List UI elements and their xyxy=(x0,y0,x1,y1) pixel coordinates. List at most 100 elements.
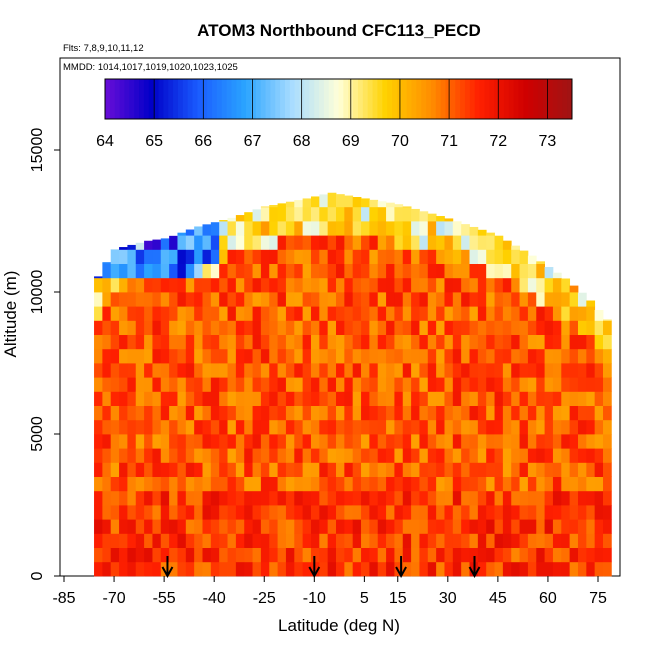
heatmap-cell xyxy=(436,405,445,421)
colorbar-segment xyxy=(148,79,155,119)
heatmap-cell xyxy=(277,391,287,406)
heatmap-cell xyxy=(94,306,103,321)
heatmap-cell xyxy=(285,377,295,392)
heatmap-cell xyxy=(210,377,220,392)
heatmap-cell xyxy=(386,334,395,350)
heatmap-cell xyxy=(594,334,604,350)
heatmap-cell xyxy=(386,405,395,421)
heatmap-cell xyxy=(477,229,487,236)
heatmap-cell xyxy=(152,292,162,307)
heatmap-cell xyxy=(402,363,412,378)
colorbar-segment xyxy=(280,79,286,119)
heatmap-cell xyxy=(411,348,420,364)
heatmap-cell xyxy=(177,235,187,250)
heatmap-cell xyxy=(394,204,404,208)
heatmap-cell xyxy=(102,547,112,563)
heatmap-cell xyxy=(477,462,487,477)
colorbar-segment xyxy=(537,79,544,119)
heatmap-cell xyxy=(511,476,520,492)
heatmap-cell xyxy=(210,405,220,421)
heatmap-cell xyxy=(219,348,228,364)
heatmap-cell xyxy=(361,533,370,548)
heatmap-cell xyxy=(177,419,187,435)
colorbar-segment xyxy=(255,79,262,119)
heatmap-cell xyxy=(369,221,379,236)
heatmap-cell xyxy=(361,306,370,321)
heatmap-cell xyxy=(227,476,237,492)
heatmap-cell xyxy=(427,292,437,307)
heatmap-cell xyxy=(202,363,212,378)
heatmap-cell xyxy=(352,197,362,208)
heatmap-cell xyxy=(452,490,462,506)
colorbar-segment xyxy=(168,79,174,119)
colorbar-segment xyxy=(323,79,330,119)
heatmap-cell xyxy=(436,434,445,449)
heatmap-cell xyxy=(110,519,120,534)
heatmap-cell xyxy=(494,462,504,477)
heatmap-cell xyxy=(427,490,437,506)
heatmap-cell xyxy=(569,405,579,421)
heatmap-cell xyxy=(469,519,479,534)
heatmap-cell xyxy=(369,306,379,321)
heatmap-cell xyxy=(252,519,262,534)
heatmap-cell xyxy=(327,334,337,350)
heatmap-cell xyxy=(411,363,420,378)
colorbar-segment xyxy=(484,79,490,119)
heatmap-cell xyxy=(494,405,504,421)
heatmap-cell xyxy=(202,249,212,264)
heatmap-cell xyxy=(185,306,195,321)
heatmap-cell xyxy=(160,348,170,364)
heatmap-cell xyxy=(269,547,278,563)
heatmap-cell xyxy=(102,262,112,264)
heatmap-cell xyxy=(235,476,245,492)
heatmap-cell xyxy=(319,320,329,335)
heatmap-cell xyxy=(260,306,270,321)
heatmap-cell xyxy=(561,561,571,577)
colorbar-segment xyxy=(367,79,374,119)
x-tick-label: 15 xyxy=(389,590,407,607)
heatmap-cell xyxy=(94,405,103,421)
heatmap-cell xyxy=(235,277,245,293)
colorbar-segment xyxy=(401,79,408,119)
heatmap-cell xyxy=(386,462,395,477)
heatmap-cell xyxy=(494,419,504,435)
heatmap-cell xyxy=(394,348,404,364)
heatmap-cell xyxy=(235,519,245,534)
heatmap-cell xyxy=(260,448,270,463)
heatmap-cell xyxy=(469,320,479,335)
heatmap-cell xyxy=(377,462,387,477)
heatmap-cell xyxy=(352,249,362,264)
heatmap-cell xyxy=(486,533,495,548)
heatmap-cell xyxy=(369,377,379,392)
heatmap-cell xyxy=(402,505,412,520)
heatmap-cell xyxy=(519,434,529,449)
heatmap-cell xyxy=(210,320,220,335)
heatmap-cell xyxy=(502,561,512,577)
colorbar-segment xyxy=(265,79,271,119)
heatmap-cell xyxy=(144,448,153,463)
heatmap-cell xyxy=(461,334,470,350)
heatmap-cell xyxy=(544,561,554,577)
heatmap-cell xyxy=(594,363,604,378)
heatmap-cell xyxy=(527,448,537,463)
heatmap-cell xyxy=(419,405,429,421)
heatmap-cell xyxy=(361,249,370,264)
heatmap-cell xyxy=(469,448,479,463)
heatmap-cell xyxy=(477,249,487,264)
heatmap-cell xyxy=(252,547,262,563)
heatmap-cell xyxy=(244,249,253,264)
heatmap-cell xyxy=(194,519,203,534)
heatmap-cell xyxy=(319,561,329,577)
heatmap-cell xyxy=(202,320,212,335)
heatmap-cell xyxy=(469,434,479,449)
heatmap-cell xyxy=(294,434,304,449)
heatmap-cell xyxy=(294,448,304,463)
heatmap-cell xyxy=(202,334,212,350)
colorbar-segment xyxy=(469,79,476,119)
heatmap-cell xyxy=(235,419,245,435)
heatmap-cell xyxy=(511,505,520,520)
heatmap-cell xyxy=(344,391,354,406)
heatmap-cell xyxy=(386,263,395,279)
heatmap-cell xyxy=(294,334,304,350)
heatmap-cell xyxy=(252,292,262,307)
